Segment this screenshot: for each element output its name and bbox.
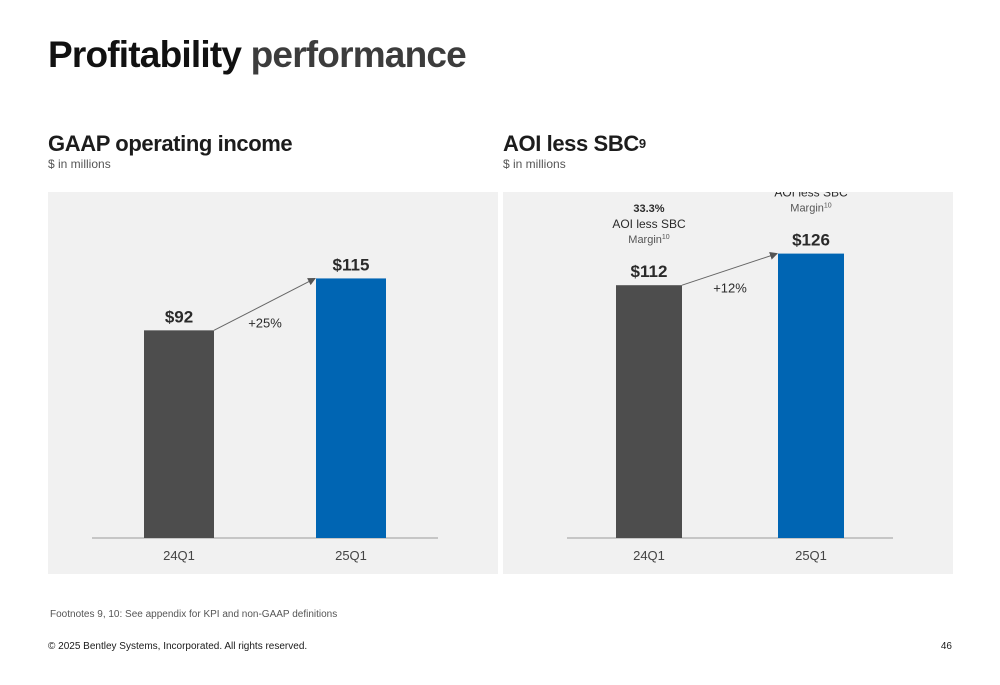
footnote: Footnotes 9, 10: See appendix for KPI an… bbox=[50, 609, 338, 620]
chart-svg-aoi: $112 24Q1 $126 25Q1 +12% 33.3% AOI less SBC Mar… bbox=[567, 192, 893, 563]
chart-title-aoi: AOI less SBC9 bbox=[503, 131, 646, 156]
margin-word: Margin bbox=[790, 203, 824, 215]
data-label-24Q1: $112 bbox=[631, 262, 668, 281]
growth-label: +12% bbox=[713, 280, 747, 295]
margin-label-25Q1: AOI less SBC bbox=[774, 192, 848, 200]
page-title: Profitability performance bbox=[48, 34, 467, 76]
chart-svg-gaap: $92 24Q1 $115 25Q1 +25% bbox=[92, 255, 438, 563]
margin-footnote-ref: 10 bbox=[662, 234, 670, 241]
bar-24Q1 bbox=[144, 330, 214, 538]
margin-label2-25Q1: Margin10 bbox=[790, 203, 832, 215]
chart-panel-gaap-operating-income: $92 24Q1 $115 25Q1 +25% bbox=[48, 192, 498, 574]
margin-label-24Q1: AOI less SBC bbox=[612, 217, 686, 231]
chart-subtitle-aoi: $ in millions bbox=[503, 157, 566, 171]
data-label-24Q1: $92 bbox=[165, 307, 193, 326]
margin-label2-24Q1: Margin10 bbox=[628, 234, 670, 246]
margin-word: Margin bbox=[628, 234, 662, 246]
chart-title-footnote-ref: 9 bbox=[638, 136, 646, 151]
growth-arrow bbox=[213, 277, 316, 331]
x-tick-label-24Q1: 24Q1 bbox=[163, 548, 195, 563]
data-label-25Q1: $115 bbox=[333, 255, 370, 274]
x-tick-label-25Q1: 25Q1 bbox=[795, 548, 827, 563]
growth-label: +25% bbox=[248, 315, 282, 330]
x-tick-label-25Q1: 25Q1 bbox=[335, 548, 367, 563]
margin-pct-24Q1: 33.3% bbox=[633, 203, 664, 215]
bar-25Q1 bbox=[316, 278, 386, 538]
chart-header-gaap: GAAP operating income $ in millions bbox=[48, 131, 293, 171]
chart-title-gaap: GAAP operating income bbox=[48, 131, 293, 156]
page-title-part2: performance bbox=[250, 34, 467, 75]
copyright: © 2025 Bentley Systems, Incorporated. Al… bbox=[48, 641, 308, 652]
x-tick-label-24Q1: 24Q1 bbox=[633, 548, 665, 563]
data-label-25Q1: $126 bbox=[792, 231, 830, 250]
chart-subtitle-gaap: $ in millions bbox=[48, 157, 111, 171]
chart-header-aoi: AOI less SBC9 $ in millions bbox=[503, 131, 646, 171]
page-title-part1: Profitability bbox=[48, 34, 242, 75]
bar-25Q1 bbox=[778, 253, 844, 538]
page-number: 46 bbox=[940, 641, 952, 652]
margin-footnote-ref: 10 bbox=[824, 203, 832, 210]
growth-arrow bbox=[681, 252, 778, 286]
chart-panel-aoi-less-sbc: $112 24Q1 $126 25Q1 +12% 33.3% AOI less SBC Mar… bbox=[503, 192, 953, 574]
bar-24Q1 bbox=[616, 285, 682, 538]
